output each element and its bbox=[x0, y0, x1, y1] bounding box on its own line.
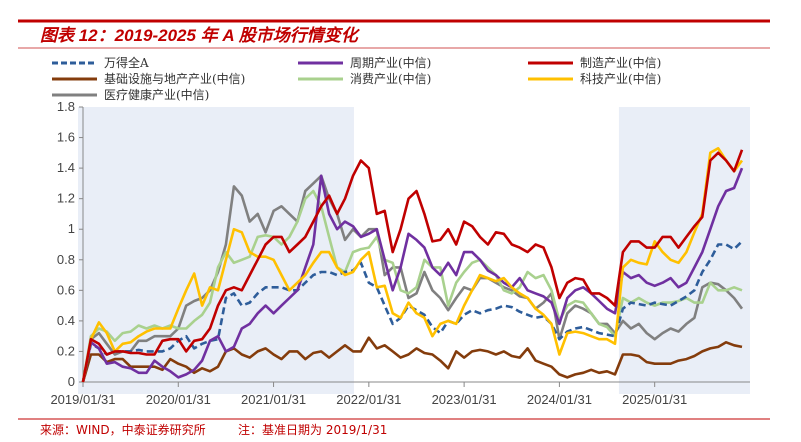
chart-title: 图表 12：2019-2025 年 A 股市场行情变化 bbox=[40, 26, 361, 45]
axes: 0 0.2 0.4 0.6 0.8 1 1.2 1.4 1.6 1.8 2019/01/31 2020… bbox=[50, 99, 750, 407]
legend-label: 制造产业(中信) bbox=[580, 55, 661, 70]
x-tick-label: 2022/01/31 bbox=[336, 392, 401, 407]
footer-source: 来源：WIND，中泰证券研究所 bbox=[40, 422, 206, 437]
y-tick-label: 1.4 bbox=[57, 160, 75, 175]
legend-label: 万得全A bbox=[104, 55, 149, 70]
x-tick-label: 2019/01/31 bbox=[50, 392, 115, 407]
footer-note: 注：基准日期为 2019/1/31 bbox=[238, 422, 387, 437]
x-tick-label: 2023/01/31 bbox=[432, 392, 497, 407]
legend-label: 周期产业(中信) bbox=[350, 55, 431, 70]
x-tick-label: 2025/01/31 bbox=[622, 392, 687, 407]
legend-label: 基础设施与地产产业(中信) bbox=[104, 71, 245, 86]
legend-label: 消费产业(中信) bbox=[350, 71, 431, 86]
series-line-6 bbox=[81, 174, 744, 383]
series-line-1 bbox=[81, 167, 744, 383]
x-tick-label: 2024/01/31 bbox=[527, 392, 592, 407]
legend: 万得全A 周期产业(中信) 制造产业(中信) 基础设施与地产产业(中信) 消费产业(中信… bbox=[52, 55, 661, 102]
y-tick-label: 1.8 bbox=[57, 99, 75, 114]
legend-label: 医疗健康产业(中信) bbox=[104, 87, 209, 102]
y-tick-label: 0 bbox=[68, 374, 75, 389]
y-tick-label: 1 bbox=[68, 221, 75, 236]
y-tick-label: 1.6 bbox=[57, 130, 75, 145]
y-tick-label: 0.2 bbox=[57, 343, 75, 358]
series-line-5 bbox=[81, 147, 744, 383]
y-tick-label: 0.4 bbox=[57, 313, 75, 328]
y-tick-label: 0.8 bbox=[57, 252, 75, 267]
x-tick-label: 2021/01/31 bbox=[241, 392, 306, 407]
x-tick-label: 2020/01/31 bbox=[146, 392, 211, 407]
shaded-period bbox=[618, 107, 751, 394]
shaded-period bbox=[78, 107, 354, 394]
y-tick-label: 0.6 bbox=[57, 282, 75, 297]
shaded-periods bbox=[78, 107, 751, 394]
series-line-2 bbox=[81, 149, 744, 383]
y-tick-label: 1.2 bbox=[57, 191, 75, 206]
series-lines bbox=[81, 147, 744, 383]
legend-label: 科技产业(中信) bbox=[580, 71, 661, 86]
